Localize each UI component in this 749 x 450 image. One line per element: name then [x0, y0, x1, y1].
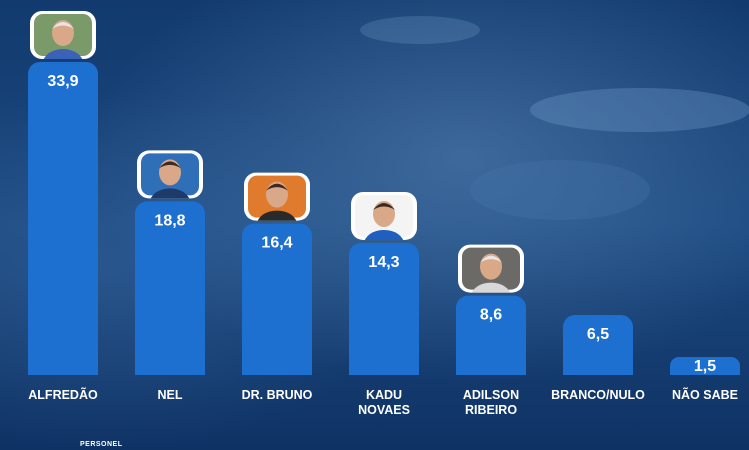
bar-base-branco-nulo — [563, 363, 633, 375]
bar-base-alfredao — [28, 363, 98, 375]
bar-base-dr-bruno — [242, 363, 312, 375]
footer-brand-text: PERSONEL — [80, 441, 123, 448]
category-label-nel: NEL — [158, 388, 183, 402]
bar-alfredao — [28, 62, 98, 375]
avatar-dr-bruno — [244, 172, 310, 221]
bar-value-label-branco-nulo: 6,5 — [587, 326, 609, 343]
bar-kadu-novaes — [349, 242, 419, 375]
category-label-nao-sabe: NÃO SABE — [672, 387, 738, 402]
bar-nel — [135, 201, 205, 375]
category-label-dr-bruno: DR. BRUNO — [242, 388, 313, 402]
bar-base-adilson-ribeiro — [456, 363, 526, 375]
bar-value-label-nao-sabe: 1,5 — [694, 358, 716, 375]
bars-layer — [28, 62, 740, 375]
bar-value-label-kadu-novaes: 14,3 — [368, 254, 399, 271]
bar-value-label-adilson-ribeiro: 8,6 — [480, 307, 502, 324]
category-label-kadu-novaes: KADU NOVAES — [358, 388, 410, 417]
bar-value-label-alfredao: 33,9 — [47, 73, 78, 90]
bar-adilson-ribeiro — [456, 295, 526, 375]
bar-branco-nulo — [563, 314, 633, 375]
avatar-adilson-ribeiro — [458, 244, 524, 293]
avatar-nel — [137, 150, 203, 199]
avatars-layer — [30, 11, 524, 293]
category-label-adilson-ribeiro: ADILSON RIBEIRO — [463, 388, 519, 417]
bar-base-nel — [135, 363, 205, 375]
category-label-branco-nulo: BRANCO/NULO — [551, 388, 645, 402]
category-label-alfredao: ALFREDÃO — [28, 387, 98, 402]
bar-base-nao-sabe — [670, 366, 740, 375]
avatar-alfredao — [30, 11, 96, 59]
bar-value-label-nel: 18,8 — [154, 212, 185, 229]
avatar-kadu-novaes — [351, 191, 417, 240]
bar-dr-bruno — [242, 223, 312, 375]
labels-layer: 33,9 ALFREDÃO 18,8 NEL 16,4 DR. BRUNO 14,3 KADU… — [28, 73, 738, 417]
bar-value-label-dr-bruno: 16,4 — [261, 235, 292, 252]
bar-base-kadu-novaes — [349, 363, 419, 375]
